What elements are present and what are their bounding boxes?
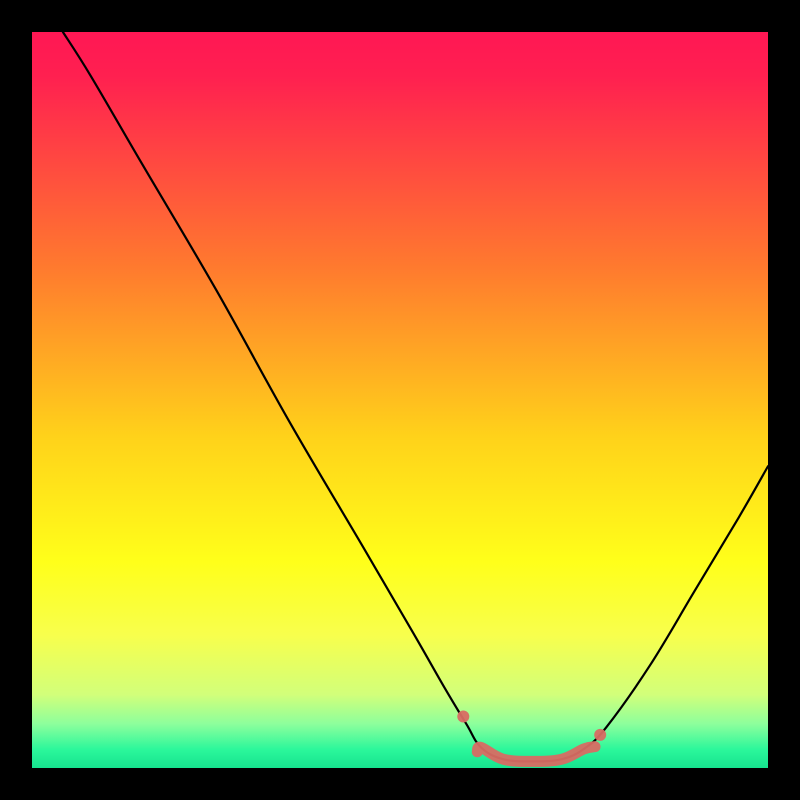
valley-marker-dot xyxy=(594,729,606,741)
chart-background xyxy=(32,32,768,768)
chart-frame: TheBottleneck.com xyxy=(0,0,800,800)
valley-marker-dot xyxy=(457,710,469,722)
bottleneck-curve-chart xyxy=(0,0,800,800)
